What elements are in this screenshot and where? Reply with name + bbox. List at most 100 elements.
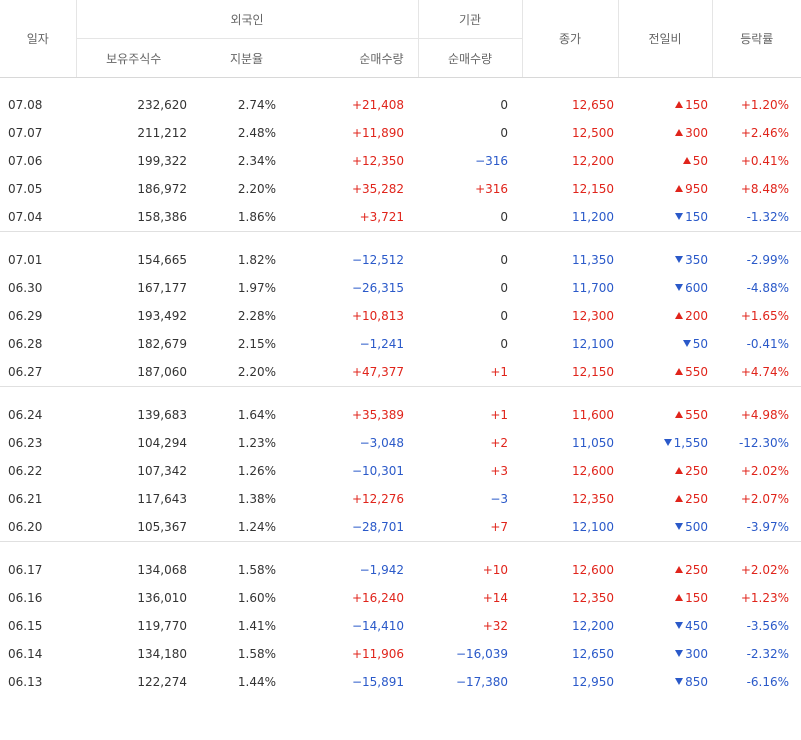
close-cell: 11,700 xyxy=(572,281,615,295)
header-rate: 등락률 xyxy=(711,0,801,78)
header-institution: 기관 xyxy=(417,0,523,39)
triangle-up-icon xyxy=(675,185,684,192)
holdings-cell: 186,972 xyxy=(137,182,187,196)
net-institution-cell: −16,039 xyxy=(455,647,509,661)
change-cell: 500 xyxy=(618,513,712,542)
change-cell: 50 xyxy=(618,147,712,175)
net-institution-cell: 0 xyxy=(500,337,509,351)
holdings-cell: 193,492 xyxy=(137,309,187,323)
share-ratio-cell: 1.58% xyxy=(237,563,276,577)
triangle-down-icon xyxy=(675,256,684,263)
date-cell: 06.13 xyxy=(8,675,43,689)
holdings-cell: 139,683 xyxy=(137,408,187,422)
rate-cell: +2.07% xyxy=(740,492,790,506)
share-ratio-cell: 1.64% xyxy=(237,408,276,422)
table-row: 06.17 134,068 1.58% −1,942 +10 12,600 250 +2.02… xyxy=(0,556,801,584)
change-cell: 250 xyxy=(618,556,712,584)
investor-trading-table: 일자 외국인 기관 종가 전일비 등락률 보유주식수 지분율 순매수량 순매수량… xyxy=(0,0,801,689)
net-institution-cell: 0 xyxy=(500,281,509,295)
triangle-up-icon xyxy=(675,467,684,474)
share-ratio-cell: 2.28% xyxy=(237,309,276,323)
table-row: 06.27 187,060 2.20% +47,377 +1 12,150 550 +4.74… xyxy=(0,358,801,387)
change-cell: 300 xyxy=(618,119,712,147)
share-ratio-cell: 1.97% xyxy=(237,281,276,295)
date-cell: 07.01 xyxy=(8,253,43,267)
rate-cell: -6.16% xyxy=(746,675,790,689)
close-cell: 12,600 xyxy=(572,563,615,577)
share-ratio-cell: 2.20% xyxy=(237,182,276,196)
holdings-cell: 119,770 xyxy=(137,619,187,633)
rate-cell: +1.20% xyxy=(740,98,790,112)
date-cell: 06.24 xyxy=(8,408,43,422)
table-row: 06.16 136,010 1.60% +16,240 +14 12,350 150 +1.2… xyxy=(0,584,801,612)
close-cell: 12,300 xyxy=(572,309,615,323)
net-institution-cell: 0 xyxy=(500,309,509,323)
close-cell: 12,350 xyxy=(572,591,615,605)
share-ratio-cell: 2.34% xyxy=(237,154,276,168)
share-ratio-cell: 1.86% xyxy=(237,210,276,224)
change-value: 550 xyxy=(685,408,709,422)
rate-cell: +2.02% xyxy=(740,464,790,478)
change-cell: 950 xyxy=(618,175,712,203)
change-cell: 550 xyxy=(618,401,712,429)
holdings-cell: 154,665 xyxy=(137,253,187,267)
header-share-ratio: 지분율 xyxy=(191,38,302,78)
close-cell: 11,050 xyxy=(572,436,615,450)
change-value: 450 xyxy=(685,619,709,633)
holdings-cell: 187,060 xyxy=(137,365,187,379)
net-foreign-cell: +21,408 xyxy=(351,98,405,112)
rate-cell: -3.56% xyxy=(746,619,790,633)
triangle-up-icon xyxy=(675,101,684,108)
change-value: 50 xyxy=(692,337,709,351)
date-cell: 06.15 xyxy=(8,619,43,633)
triangle-up-icon xyxy=(675,129,684,136)
net-institution-cell: 0 xyxy=(500,126,509,140)
change-value: 200 xyxy=(685,309,709,323)
change-value: 850 xyxy=(685,675,709,689)
holdings-cell: 117,643 xyxy=(137,492,187,506)
header-foreign: 외국인 xyxy=(75,0,419,39)
triangle-up-icon xyxy=(675,594,684,601)
table-row: 06.30 167,177 1.97% −26,315 0 11,700 600 -4.88% xyxy=(0,274,801,302)
triangle-up-icon xyxy=(675,566,684,573)
close-cell: 12,200 xyxy=(572,154,615,168)
share-ratio-cell: 1.24% xyxy=(237,520,276,534)
close-cell: 12,150 xyxy=(572,182,615,196)
share-ratio-cell: 1.58% xyxy=(237,647,276,661)
holdings-cell: 107,342 xyxy=(137,464,187,478)
close-cell: 12,100 xyxy=(572,520,615,534)
holdings-cell: 199,322 xyxy=(137,154,187,168)
rate-cell: +2.46% xyxy=(740,126,790,140)
net-institution-cell: 0 xyxy=(500,253,509,267)
net-institution-cell: +1 xyxy=(490,365,509,379)
date-cell: 06.16 xyxy=(8,591,43,605)
header-close: 종가 xyxy=(521,0,619,78)
date-cell: 06.27 xyxy=(8,365,43,379)
change-value: 150 xyxy=(685,591,709,605)
header-date: 일자 xyxy=(0,0,76,78)
share-ratio-cell: 2.74% xyxy=(237,98,276,112)
triangle-down-icon xyxy=(675,523,684,530)
table-row: 06.14 134,180 1.58% +11,906 −16,039 12,650 300… xyxy=(0,640,801,668)
table-row: 06.28 182,679 2.15% −1,241 0 12,100 50 -0.41% xyxy=(0,330,801,358)
net-foreign-cell: +35,282 xyxy=(351,182,405,196)
group-separator xyxy=(0,231,801,246)
date-cell: 07.08 xyxy=(8,98,43,112)
change-cell: 250 xyxy=(618,485,712,513)
rate-cell: +8.48% xyxy=(740,182,790,196)
net-foreign-cell: +12,276 xyxy=(351,492,405,506)
close-cell: 12,350 xyxy=(572,492,615,506)
net-foreign-cell: +10,813 xyxy=(351,309,405,323)
date-cell: 06.21 xyxy=(8,492,43,506)
share-ratio-cell: 1.26% xyxy=(237,464,276,478)
net-institution-cell: −17,380 xyxy=(455,675,509,689)
share-ratio-cell: 1.44% xyxy=(237,675,276,689)
change-value: 350 xyxy=(685,253,709,267)
close-cell: 11,600 xyxy=(572,408,615,422)
header-net-foreign: 순매수량 xyxy=(302,38,419,78)
net-foreign-cell: +3,721 xyxy=(359,210,405,224)
rate-cell: -0.41% xyxy=(746,337,790,351)
net-foreign-cell: −12,512 xyxy=(351,253,405,267)
rate-cell: -2.99% xyxy=(746,253,790,267)
header-change: 전일비 xyxy=(617,0,713,78)
